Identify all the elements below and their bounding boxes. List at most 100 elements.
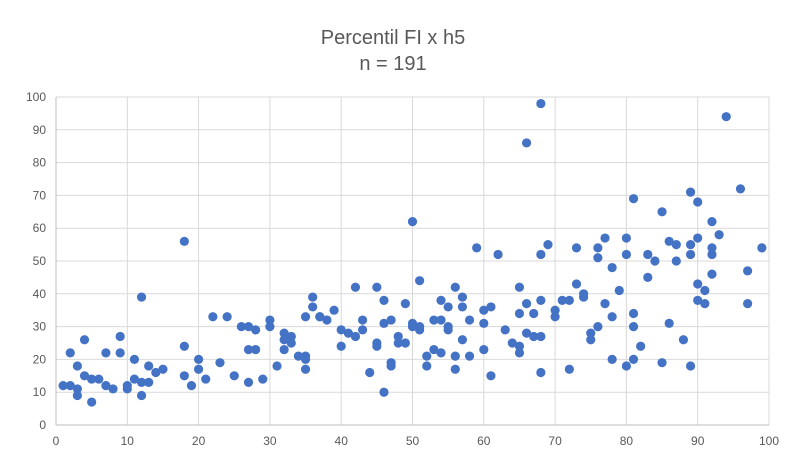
y-tick-label: 50 bbox=[33, 254, 47, 268]
data-point bbox=[536, 249, 546, 260]
data-point bbox=[693, 279, 703, 289]
data-point bbox=[79, 371, 90, 381]
data-point bbox=[678, 335, 689, 345]
data-point bbox=[743, 299, 753, 309]
data-point bbox=[279, 328, 289, 338]
data-point bbox=[685, 361, 696, 371]
data-point bbox=[265, 315, 275, 325]
data-point bbox=[343, 328, 353, 338]
data-point bbox=[472, 243, 482, 253]
data-point bbox=[101, 348, 111, 358]
data-point bbox=[521, 328, 532, 338]
data-point bbox=[286, 338, 296, 348]
x-tick-label: 100 bbox=[759, 434, 779, 448]
data-point bbox=[757, 243, 767, 253]
data-point bbox=[457, 302, 468, 312]
data-point bbox=[514, 348, 525, 358]
data-point bbox=[586, 335, 596, 345]
y-tick-label: 40 bbox=[33, 287, 47, 301]
data-point bbox=[151, 367, 161, 378]
data-point bbox=[293, 351, 304, 361]
data-point bbox=[201, 374, 211, 384]
y-tick-label: 90 bbox=[33, 123, 47, 137]
y-tick-label: 20 bbox=[33, 352, 47, 366]
data-point bbox=[536, 98, 546, 109]
x-tick-label: 60 bbox=[477, 434, 491, 448]
data-point bbox=[429, 315, 439, 325]
y-tick-label: 0 bbox=[39, 418, 46, 432]
data-point bbox=[136, 292, 147, 302]
data-point bbox=[643, 249, 653, 260]
data-point bbox=[486, 302, 496, 312]
data-point bbox=[436, 295, 446, 305]
data-point bbox=[108, 384, 118, 394]
data-point bbox=[179, 371, 189, 381]
data-point bbox=[65, 348, 75, 358]
data-point bbox=[714, 230, 724, 240]
data-point bbox=[464, 351, 475, 361]
data-point bbox=[300, 354, 311, 364]
data-point bbox=[129, 354, 140, 364]
data-point bbox=[379, 295, 389, 305]
data-point bbox=[393, 338, 403, 348]
data-point bbox=[357, 315, 368, 325]
data-point bbox=[429, 344, 439, 355]
y-tick-label: 60 bbox=[33, 221, 47, 235]
data-point bbox=[479, 318, 489, 328]
data-point bbox=[514, 282, 525, 292]
x-tick-label: 70 bbox=[548, 434, 562, 448]
data-point bbox=[329, 305, 339, 315]
data-point bbox=[571, 243, 582, 253]
data-point bbox=[607, 262, 617, 273]
data-point bbox=[179, 341, 189, 351]
data-point bbox=[479, 305, 489, 315]
data-point bbox=[543, 240, 553, 250]
data-point bbox=[251, 325, 261, 335]
data-point bbox=[72, 361, 82, 371]
data-point bbox=[215, 358, 225, 368]
data-point bbox=[621, 249, 632, 260]
chart-title: Percentil FI x h5 bbox=[320, 27, 466, 49]
data-point bbox=[550, 312, 560, 322]
data-point bbox=[101, 381, 111, 391]
data-point bbox=[186, 381, 197, 391]
y-tick-label: 100 bbox=[26, 90, 46, 104]
data-point bbox=[564, 295, 574, 305]
data-point bbox=[636, 341, 646, 351]
data-point bbox=[400, 338, 410, 348]
x-tick-label: 20 bbox=[192, 434, 206, 448]
data-point bbox=[251, 344, 261, 355]
data-point bbox=[79, 335, 90, 345]
data-point bbox=[58, 381, 68, 391]
data-point bbox=[87, 397, 97, 407]
data-point bbox=[685, 240, 696, 250]
data-point bbox=[521, 138, 532, 148]
data-point bbox=[136, 390, 147, 401]
x-tick-label: 80 bbox=[620, 434, 634, 448]
data-point bbox=[144, 377, 154, 387]
data-point bbox=[536, 367, 546, 378]
data-point bbox=[129, 374, 140, 384]
data-point bbox=[593, 243, 603, 253]
data-point bbox=[486, 371, 496, 381]
data-point bbox=[222, 312, 232, 322]
data-point bbox=[529, 331, 539, 342]
data-point bbox=[87, 374, 97, 384]
data-point bbox=[536, 295, 546, 305]
data-point bbox=[464, 315, 475, 325]
data-point bbox=[144, 361, 154, 371]
data-point bbox=[557, 295, 567, 305]
data-point bbox=[258, 374, 268, 384]
data-point bbox=[272, 361, 282, 371]
data-point bbox=[657, 207, 667, 217]
data-point bbox=[300, 364, 311, 374]
data-point bbox=[179, 236, 189, 246]
data-point bbox=[279, 344, 289, 355]
data-point bbox=[707, 249, 717, 260]
data-point bbox=[379, 318, 389, 328]
data-point bbox=[286, 331, 296, 342]
data-point bbox=[529, 308, 539, 319]
data-point bbox=[514, 341, 525, 351]
data-point bbox=[407, 318, 418, 328]
data-point bbox=[621, 361, 632, 371]
